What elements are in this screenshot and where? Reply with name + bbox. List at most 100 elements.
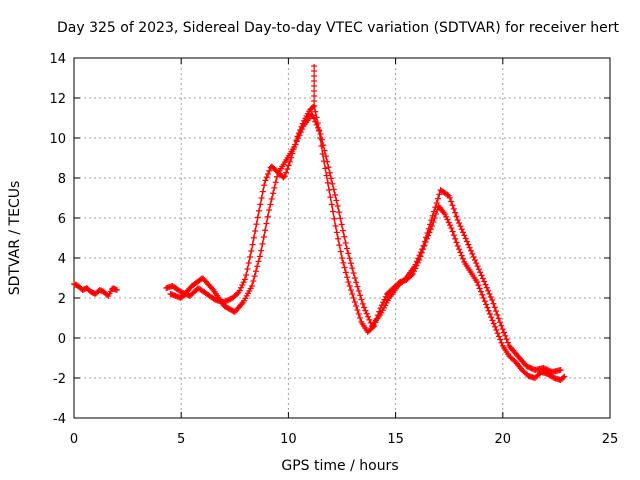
- data-point: [413, 258, 420, 265]
- data-point: [427, 221, 434, 228]
- data-point: [266, 207, 273, 213]
- data-point: [363, 310, 370, 317]
- data-point: [450, 232, 457, 239]
- data-point: [310, 115, 317, 122]
- data-point: [491, 304, 498, 311]
- data-point: [423, 234, 430, 241]
- data-point: [297, 129, 304, 136]
- y-tick-label: 8: [58, 172, 66, 187]
- data-point: [453, 239, 460, 246]
- data-point: [354, 307, 361, 313]
- data-point: [328, 175, 335, 182]
- data-point: [239, 282, 246, 288]
- series-segment-1: [71, 281, 120, 299]
- data-point: [381, 296, 388, 303]
- data-point: [262, 177, 269, 184]
- data-point: [361, 304, 368, 311]
- data-point: [473, 260, 480, 267]
- data-point: [338, 221, 345, 228]
- data-point: [446, 194, 453, 201]
- data-point: [248, 283, 255, 289]
- data-point: [313, 114, 320, 121]
- data-point: [489, 297, 496, 303]
- data-point: [561, 373, 568, 380]
- data-point: [545, 367, 552, 374]
- data-point: [271, 184, 278, 191]
- data-point: [543, 366, 550, 373]
- data-point: [496, 319, 503, 326]
- chart-title: Day 325 of 2023, Sidereal Day-to-day VTE…: [57, 20, 619, 36]
- data-point: [248, 248, 255, 254]
- data-point: [327, 194, 334, 201]
- data-point: [466, 244, 473, 251]
- data-point: [557, 367, 564, 373]
- data-point: [486, 311, 493, 317]
- data-point: [495, 333, 502, 340]
- data-point: [223, 297, 230, 304]
- data-point: [485, 307, 492, 314]
- data-point: [240, 279, 247, 286]
- data-point: [247, 254, 254, 260]
- data-point: [433, 199, 440, 206]
- data-point: [456, 246, 463, 253]
- data-point: [322, 165, 329, 172]
- data-point: [326, 187, 333, 193]
- data-point: [346, 255, 353, 262]
- data-point: [177, 288, 184, 295]
- data-point: [415, 255, 422, 262]
- data-point: [488, 314, 495, 321]
- data-point: [486, 290, 493, 297]
- data-point: [322, 153, 329, 160]
- x-tick-label: 20: [495, 432, 512, 447]
- data-point: [494, 330, 501, 337]
- data-point: [339, 255, 345, 261]
- data-point: [540, 365, 547, 371]
- data-point: [359, 300, 366, 307]
- x-tick-label: 25: [602, 432, 619, 447]
- data-point: [347, 260, 354, 267]
- data-point: [263, 220, 270, 227]
- data-point: [483, 301, 490, 308]
- data-point: [524, 363, 531, 370]
- x-tick-label: 5: [177, 432, 185, 447]
- data-point: [362, 307, 369, 314]
- data-point: [367, 319, 374, 326]
- data-point: [258, 195, 265, 201]
- data-point: [412, 261, 419, 268]
- data-point: [252, 228, 259, 234]
- data-point: [424, 230, 431, 237]
- data-point: [526, 364, 533, 371]
- data-point: [431, 208, 438, 215]
- data-point: [259, 240, 266, 247]
- data-point: [456, 220, 463, 227]
- data-point: [498, 322, 505, 329]
- y-tick-label: -2: [53, 372, 66, 387]
- data-point: [350, 295, 357, 301]
- data-point: [445, 219, 452, 226]
- data-point: [260, 234, 267, 241]
- data-point: [262, 227, 269, 234]
- data-point: [259, 188, 266, 195]
- data-point: [326, 169, 333, 176]
- data-point: [113, 287, 120, 293]
- y-tick-label: 6: [58, 212, 66, 227]
- data-point: [474, 279, 481, 285]
- data-point: [349, 291, 356, 297]
- plot-frame: [73, 57, 611, 419]
- data-point: [467, 247, 474, 254]
- data-point: [245, 260, 252, 266]
- data-point: [350, 270, 357, 277]
- data-point: [481, 278, 488, 285]
- data-point: [309, 104, 316, 111]
- data-point: [244, 266, 251, 272]
- data-point: [329, 208, 336, 215]
- y-axis: -4 -2 0 2 4 6 8 10 12 14: [49, 52, 610, 427]
- data-point: [351, 299, 358, 305]
- data-point: [336, 209, 343, 216]
- data-point: [331, 215, 338, 222]
- data-point: [241, 276, 248, 283]
- x-axis: 0 5 10 15 20 25: [70, 58, 618, 447]
- data-point: [293, 138, 300, 145]
- data-point: [528, 365, 535, 372]
- y-tick-label: 0: [58, 332, 66, 347]
